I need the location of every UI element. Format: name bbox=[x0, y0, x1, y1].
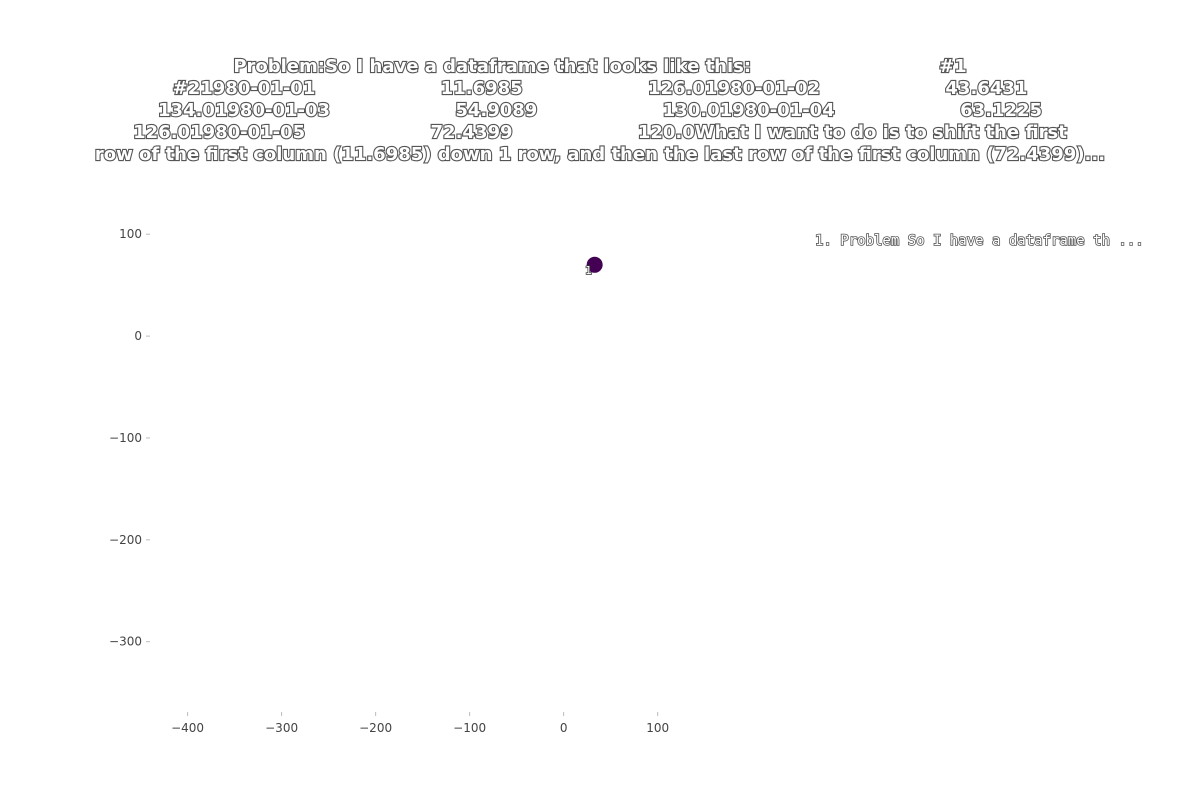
chart-title: 134.01980-01-03 54.9089 130.01980-01-04 … bbox=[158, 100, 1042, 121]
x-tick-label: −400 bbox=[171, 721, 204, 735]
x-tick-label: −200 bbox=[359, 721, 392, 735]
y-tick-label: −100 bbox=[109, 431, 142, 445]
point-label: 1 bbox=[585, 264, 592, 277]
chart-title: 126.01980-01-05 72.4399 120.0What I want… bbox=[133, 122, 1067, 143]
legend-entry: 1. Problem So I have a dataframe th ... bbox=[815, 233, 1144, 249]
y-tick-label: 100 bbox=[119, 227, 142, 241]
x-tick-label: 0 bbox=[560, 721, 568, 735]
x-tick-label: −300 bbox=[265, 721, 298, 735]
chart-title: Problem:So I have a dataframe that looks… bbox=[233, 56, 966, 77]
chart-title: row of the first column (11.6985) down 1… bbox=[95, 144, 1105, 165]
y-tick-label: −300 bbox=[109, 635, 142, 649]
chart-title: #21980-01-01 11.6985 126.01980-01-02 43.… bbox=[173, 78, 1028, 99]
y-tick-label: 0 bbox=[134, 329, 142, 343]
y-tick-label: −200 bbox=[109, 533, 142, 547]
x-tick-label: 100 bbox=[646, 721, 669, 735]
x-tick-label: −100 bbox=[453, 721, 486, 735]
point bbox=[586, 256, 603, 273]
